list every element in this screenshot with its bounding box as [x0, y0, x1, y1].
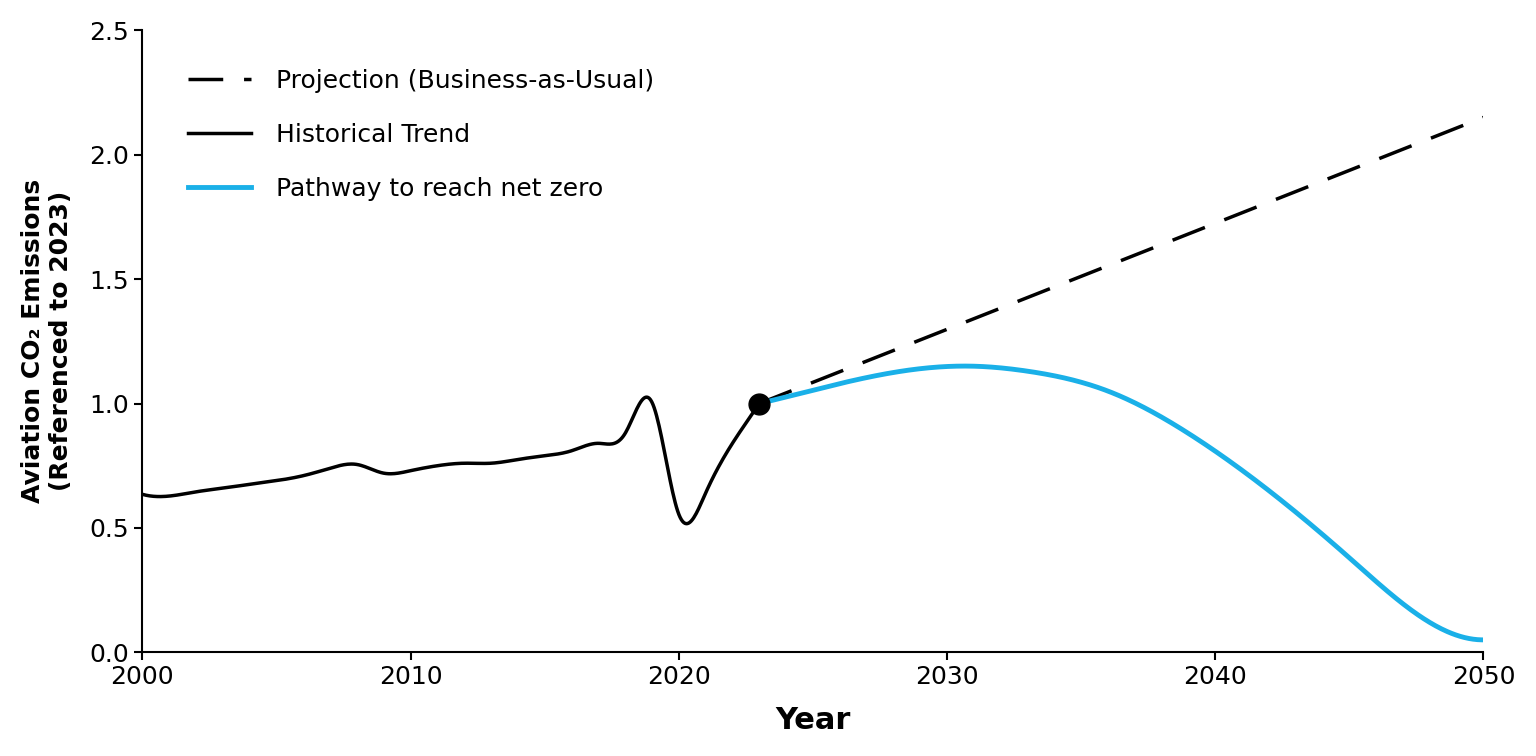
Legend: Projection (Business-as-Usual), Historical Trend, Pathway to reach net zero: Projection (Business-as-Usual), Historic… [169, 49, 674, 221]
X-axis label: Year: Year [776, 706, 851, 735]
Y-axis label: Aviation CO₂ Emissions
(Referenced to 2023): Aviation CO₂ Emissions (Referenced to 20… [22, 179, 72, 503]
